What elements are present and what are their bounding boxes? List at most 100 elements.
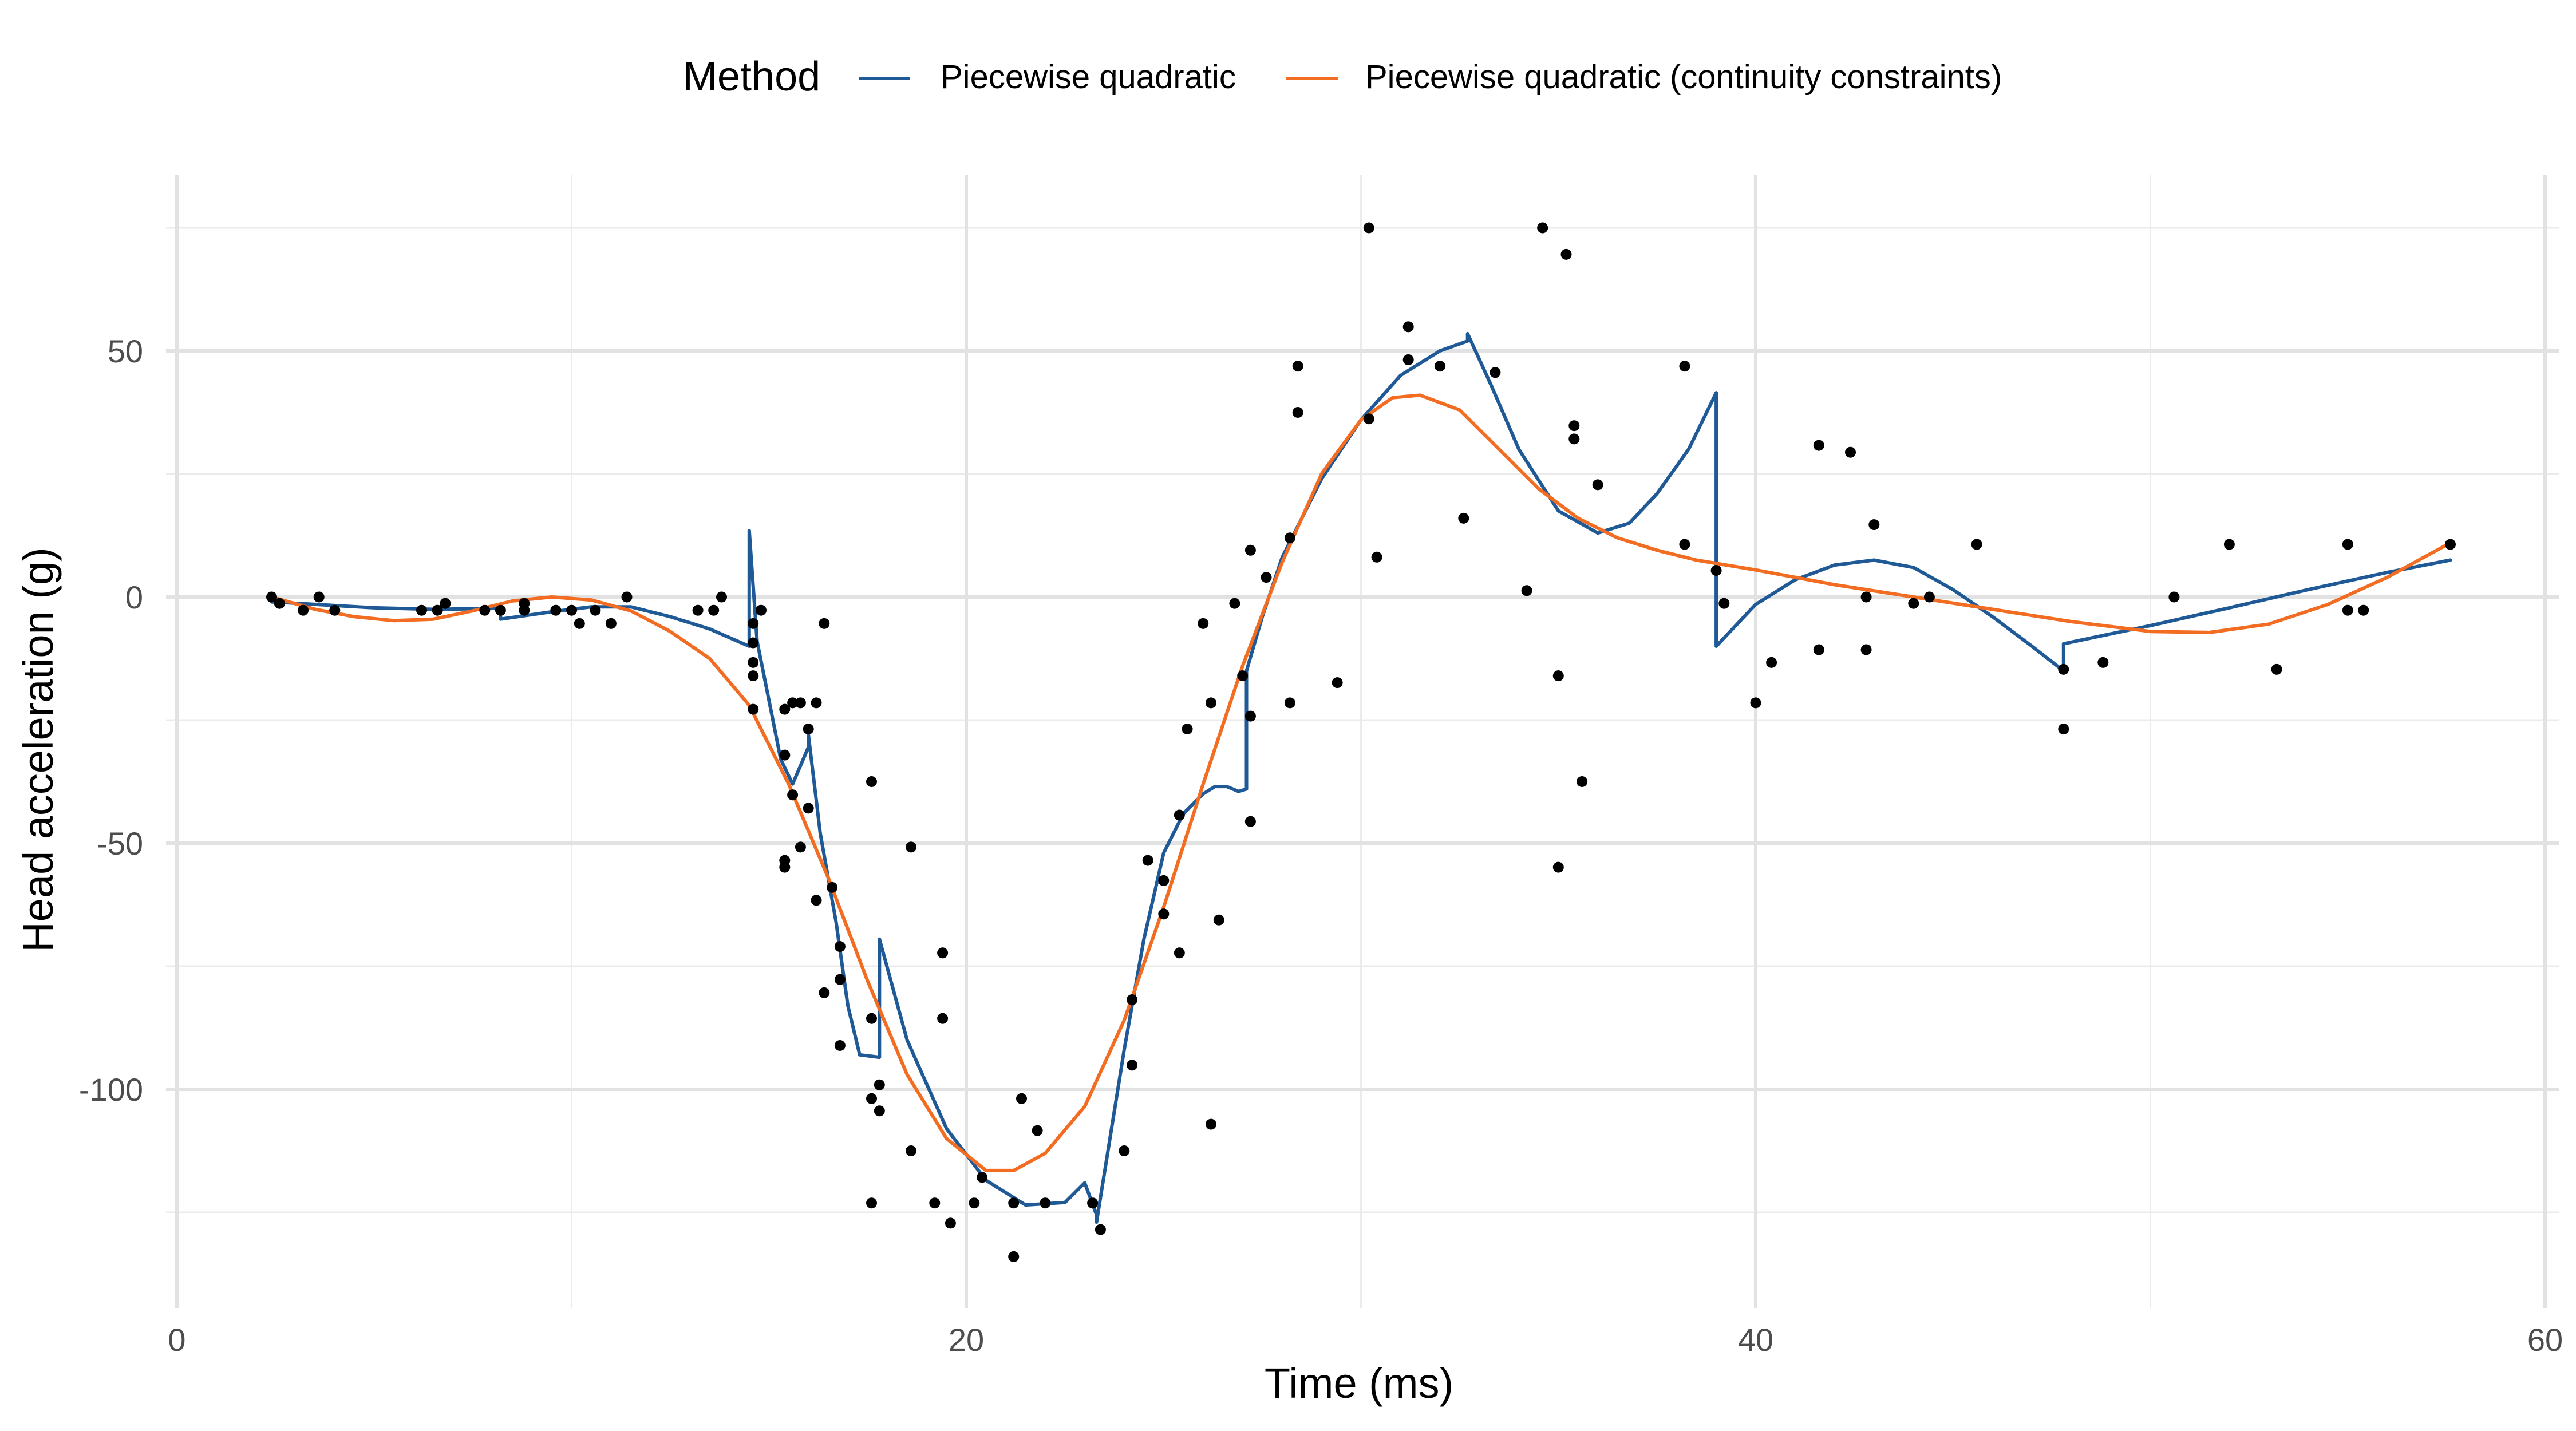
data-point [1332, 677, 1343, 689]
data-point [2358, 604, 2369, 616]
data-point [1284, 532, 1295, 544]
data-point [1750, 697, 1761, 709]
data-point [748, 703, 759, 715]
data-point [1213, 914, 1224, 926]
data-point [1292, 407, 1303, 418]
data-point [874, 1105, 885, 1117]
data-point [787, 789, 799, 801]
data-point [2058, 663, 2069, 675]
x-axis-label: Time (ms) [1265, 1359, 1453, 1407]
data-point [1174, 809, 1185, 821]
data-point [479, 604, 491, 616]
data-point [566, 604, 577, 616]
data-point [1363, 222, 1374, 234]
data-point [2342, 539, 2353, 550]
data-point [716, 591, 727, 603]
data-point [1237, 670, 1249, 682]
data-point [827, 881, 838, 893]
x-tick-label: 0 [168, 1322, 185, 1358]
data-point [1560, 248, 1572, 260]
data-point [1198, 618, 1209, 629]
data-point [1402, 354, 1414, 365]
series-line-continuity-constraints [270, 393, 2452, 1172]
data-point [937, 947, 949, 959]
data-point [834, 941, 846, 952]
data-point [779, 861, 791, 873]
data-point [787, 697, 799, 709]
data-point [574, 618, 585, 629]
y-axis-label: Head acceleration (g) [14, 547, 62, 952]
data-point [977, 1172, 988, 1183]
data-point [1971, 539, 1982, 550]
data-point [866, 1093, 877, 1104]
data-point [834, 974, 846, 985]
data-point [432, 604, 443, 616]
data-point [1371, 551, 1382, 563]
data-point [1402, 321, 1414, 333]
data-point [2097, 657, 2109, 668]
data-point [1174, 947, 1185, 959]
data-point [874, 1079, 885, 1090]
data-point [416, 604, 427, 616]
data-point [1363, 413, 1374, 425]
data-point [550, 604, 562, 616]
data-point [1592, 479, 1603, 491]
data-point [779, 703, 791, 715]
data-point [1868, 519, 1880, 531]
data-point [1679, 361, 1690, 372]
tick-labels: 0 20 40 60 50 0 -50 -100 [79, 333, 2563, 1358]
data-point [274, 598, 285, 609]
data-point [1710, 565, 1722, 576]
data-point [692, 604, 704, 616]
data-point [866, 1013, 877, 1024]
data-point [1261, 572, 1272, 583]
data-point [2223, 539, 2235, 550]
data-point [1923, 591, 1935, 603]
data-point [969, 1197, 980, 1209]
series-line-piecewise-quadratic [270, 331, 2452, 1224]
data-point [811, 697, 822, 709]
data-point [1434, 361, 1445, 372]
legend: Method Piecewise quadratic Piecewise qua… [683, 54, 2002, 100]
data-point [866, 1197, 877, 1209]
data-point [1244, 816, 1256, 827]
data-point [1127, 994, 1138, 1005]
y-tick-label: -50 [97, 825, 143, 861]
data-point [708, 604, 720, 616]
data-point [1292, 361, 1303, 372]
data-point [2342, 604, 2353, 616]
legend-title: Method [683, 54, 820, 100]
data-point [590, 604, 601, 616]
data-point [1813, 440, 1824, 451]
data-point [1860, 591, 1872, 603]
data-point [795, 841, 806, 853]
data-point [1158, 908, 1170, 920]
data-point [1568, 420, 1580, 432]
legend-label-piecewise-quadratic: Piecewise quadratic [941, 58, 1236, 96]
data-point [779, 749, 791, 761]
data-points [266, 222, 2456, 1262]
data-point [1244, 710, 1256, 722]
x-tick-label: 60 [2527, 1322, 2563, 1358]
data-point [819, 618, 830, 629]
data-point [1158, 875, 1170, 886]
data-point [811, 895, 822, 906]
data-point [1537, 222, 1548, 234]
data-point [1718, 598, 1730, 609]
data-point [1206, 1118, 1216, 1130]
x-tick-label: 20 [949, 1322, 984, 1358]
data-point [1127, 1060, 1138, 1071]
data-point [1521, 585, 1532, 596]
data-point [2058, 724, 2069, 734]
data-point [313, 591, 325, 603]
data-point [1119, 1145, 1130, 1156]
data-point [495, 604, 506, 616]
data-point [2445, 539, 2456, 550]
data-point [1908, 598, 1919, 609]
legend-label-continuity-constraints: Piecewise quadratic (continuity constrai… [1365, 58, 2002, 96]
y-tick-label: -100 [79, 1072, 143, 1108]
data-point [1182, 724, 1193, 734]
data-point [1860, 644, 1872, 655]
data-point [748, 657, 759, 668]
